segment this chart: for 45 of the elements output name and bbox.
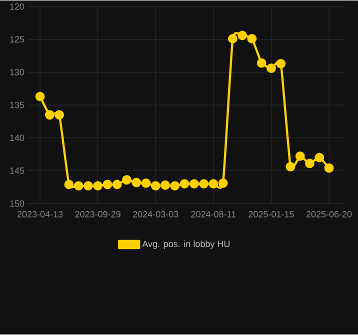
y-tick-label: 135 bbox=[10, 102, 24, 108]
point bbox=[266, 64, 276, 74]
y-tick-label: 145 bbox=[10, 168, 24, 174]
point bbox=[141, 178, 151, 188]
point bbox=[160, 180, 170, 190]
point bbox=[295, 152, 305, 162]
y-tick-label: 140 bbox=[10, 134, 24, 142]
point bbox=[199, 179, 208, 189]
y-tick-label: 125 bbox=[10, 36, 24, 43]
point bbox=[324, 164, 334, 173]
point bbox=[112, 180, 122, 190]
point bbox=[64, 180, 74, 190]
point bbox=[170, 181, 180, 191]
x-tick-label: 2024-08-11 bbox=[191, 211, 236, 218]
point bbox=[102, 180, 112, 190]
point bbox=[189, 179, 199, 189]
x-tick-label: 2024-03-03 bbox=[133, 211, 178, 218]
point bbox=[84, 181, 93, 191]
x-tick-label: 2025-01-15 bbox=[248, 211, 294, 218]
point bbox=[93, 181, 103, 191]
point bbox=[122, 175, 132, 185]
point bbox=[238, 30, 248, 40]
y-tick-label: 150 bbox=[10, 200, 24, 207]
point bbox=[35, 92, 45, 102]
point bbox=[218, 178, 228, 188]
x-tick-label: 2023-04-13 bbox=[17, 211, 63, 218]
point bbox=[208, 179, 218, 189]
point bbox=[314, 153, 324, 162]
point bbox=[44, 110, 54, 120]
point bbox=[276, 59, 286, 69]
point bbox=[54, 110, 64, 120]
point bbox=[180, 179, 190, 189]
point bbox=[286, 162, 296, 172]
point bbox=[228, 34, 238, 44]
x-tick-label: 2025-06-20 bbox=[306, 211, 352, 218]
y-tick-label: 130 bbox=[10, 69, 24, 76]
point bbox=[247, 34, 257, 44]
y-tick-label: 120 bbox=[10, 4, 24, 10]
point bbox=[305, 158, 314, 168]
legend-label: Avg. pos. in lobby HU bbox=[142, 240, 230, 250]
point bbox=[256, 58, 266, 68]
x-tick-label: 2023-09-29 bbox=[75, 211, 120, 218]
point bbox=[132, 178, 142, 188]
point bbox=[74, 181, 84, 191]
point bbox=[150, 181, 160, 191]
